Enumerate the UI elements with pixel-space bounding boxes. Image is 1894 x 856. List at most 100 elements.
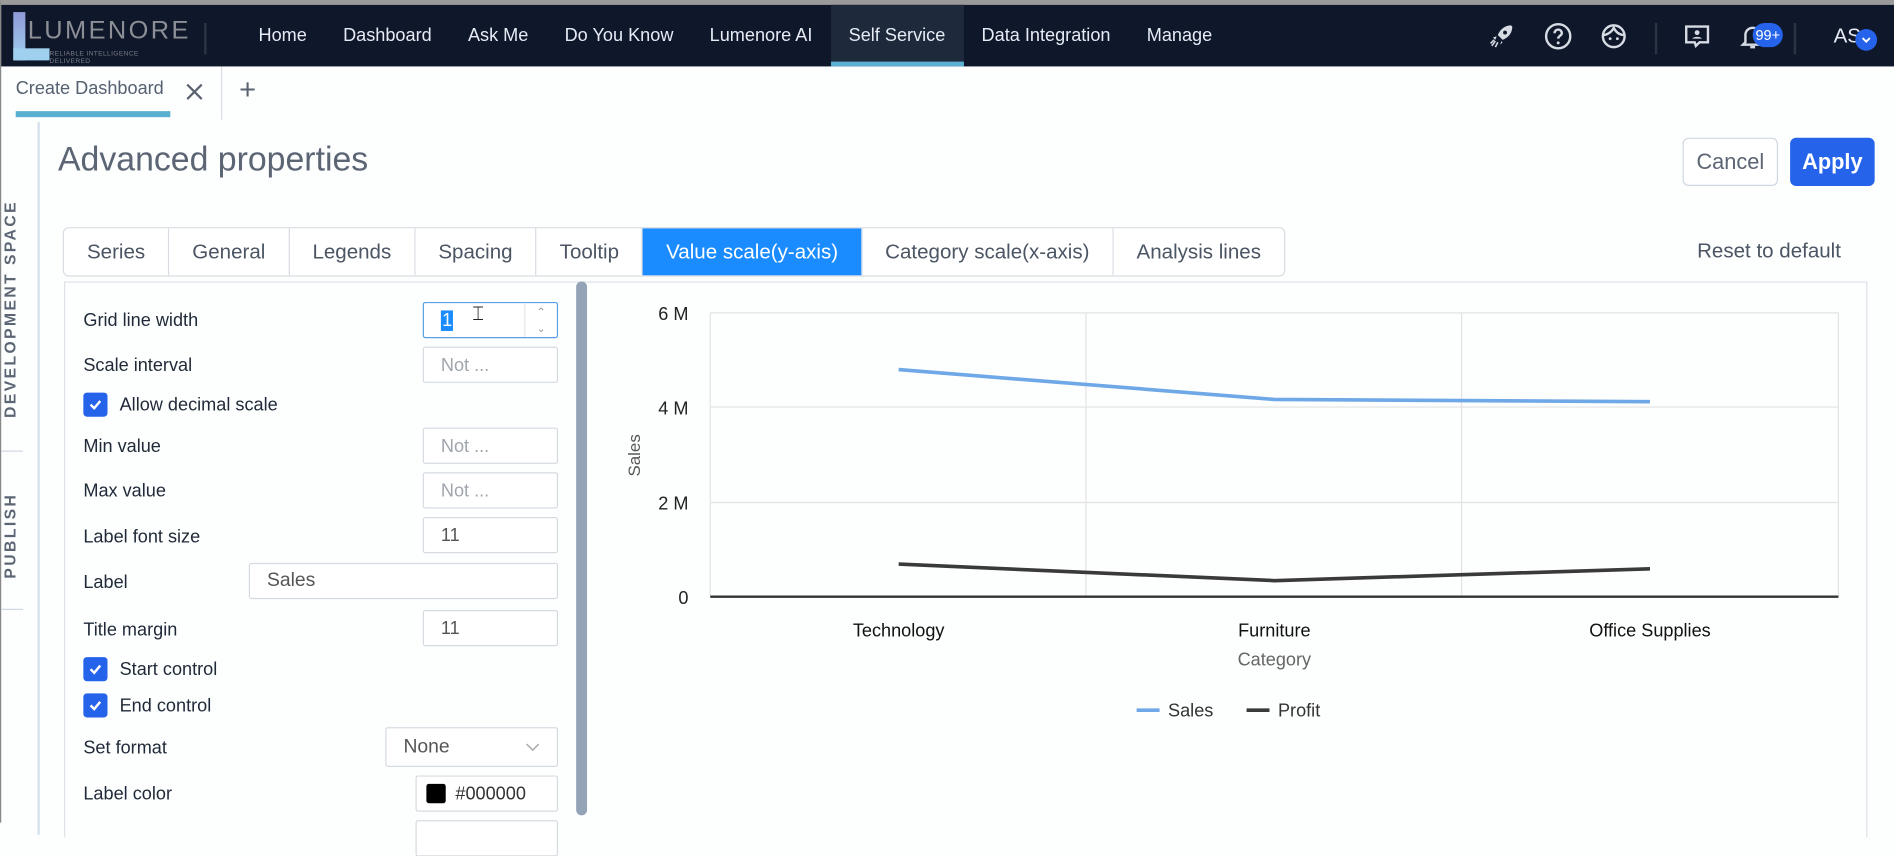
set-format-label: Set format (83, 738, 167, 759)
divider (204, 22, 207, 55)
label-input[interactable]: Sales (248, 562, 559, 600)
title-margin-input[interactable]: 11 (422, 609, 559, 647)
stepper-down-icon[interactable]: ⌄ (536, 321, 546, 334)
svg-text:0: 0 (678, 588, 688, 608)
series-line-sales[interactable] (898, 367, 1651, 404)
properties-form: Grid line width 1 ⌃ ⌄ Scale interval Not… (65, 283, 589, 856)
tab-legends[interactable]: Legends (289, 228, 416, 276)
color-swatch (426, 783, 446, 804)
rail-publish[interactable]: PUBLISH (1, 492, 20, 579)
allow-decimal-scale-checkbox[interactable] (83, 392, 108, 417)
nav-data-integration[interactable]: Data Integration (981, 25, 1111, 46)
checkmark-icon (89, 664, 102, 675)
nav-self-service[interactable]: Self Service (830, 4, 964, 67)
rail-development-space[interactable]: DEVELOPMENT SPACE (1, 200, 20, 418)
user-avatar[interactable]: AS (1833, 24, 1861, 48)
end-control-label: End control (119, 695, 212, 717)
apply-button[interactable]: Apply (1790, 137, 1875, 187)
nav-ask-me[interactable]: Ask Me (467, 25, 529, 46)
cancel-button[interactable]: Cancel (1682, 137, 1779, 187)
end-control-checkbox[interactable] (83, 693, 108, 718)
legend-sales[interactable]: Sales (1168, 700, 1213, 720)
text-cursor-icon: ⌶ (472, 304, 484, 325)
next-field-partial[interactable] (415, 820, 559, 856)
divider (1793, 22, 1797, 55)
label-font-size-label: Label font size (83, 526, 201, 548)
checkmark-icon (89, 701, 102, 711)
tab-tooltip[interactable]: Tooltip (537, 228, 644, 276)
add-tab-button[interactable]: + (239, 73, 257, 107)
grid-line-width-value: 1 (440, 309, 454, 331)
support-agent-icon[interactable] (1599, 22, 1628, 51)
tab-general[interactable]: General (169, 228, 290, 276)
set-format-value: None (403, 736, 450, 757)
x-axis-title: Category (1238, 650, 1312, 670)
label-color-label: Label color (83, 783, 172, 805)
svg-text:6 M: 6 M (658, 304, 688, 324)
properties-panel: Grid line width 1 ⌃ ⌄ Scale interval Not… (64, 281, 1868, 856)
tab-value-scale[interactable]: Value scale(y-axis) (643, 228, 863, 276)
x-axis-ticks: Technology Furniture Office Supplies (853, 621, 1711, 641)
help-icon[interactable] (1544, 22, 1573, 51)
nav-lumenore-ai[interactable]: Lumenore AI (709, 25, 813, 46)
chevron-down-icon (526, 743, 540, 752)
property-tabs: Series General Legends Spacing Tooltip V… (62, 227, 1286, 277)
max-value-input[interactable]: Not ... (422, 472, 559, 509)
user-menu-chevron-icon[interactable] (1855, 28, 1878, 51)
start-control-checkbox[interactable] (83, 657, 108, 682)
scale-interval-label: Scale interval (83, 355, 193, 376)
rocket-icon[interactable] (1487, 22, 1516, 51)
legend-profit[interactable]: Profit (1278, 700, 1320, 720)
stepper-up-icon[interactable]: ⌃ (536, 304, 546, 318)
chart-gridlines (709, 312, 1840, 597)
divider (1654, 22, 1658, 55)
logo-mark-base (13, 48, 50, 61)
label-label: Label (83, 572, 128, 594)
series-line-profit[interactable] (898, 562, 1651, 583)
svg-text:4 M: 4 M (658, 398, 688, 418)
title-margin-label: Title margin (83, 619, 178, 641)
tab-spacing[interactable]: Spacing (415, 228, 537, 276)
lumenore-logo[interactable]: LUMENORE RELIABLE INTELLIGENCE DELIVERED (13, 12, 188, 65)
top-navigation-bar: LUMENORE RELIABLE INTELLIGENCE DELIVERED… (1, 4, 1894, 67)
y-axis-title: Sales (625, 434, 644, 476)
nav-home[interactable]: Home (258, 25, 307, 46)
reset-to-default-button[interactable]: Reset to default (1697, 239, 1841, 263)
divider (221, 66, 223, 120)
properties-scrollbar[interactable] (576, 281, 588, 816)
chart-legend: Sales Profit (1136, 700, 1320, 720)
tab-category-scale[interactable]: Category scale(x-axis) (862, 228, 1114, 276)
max-value-label: Max value (83, 480, 166, 502)
svg-text:Technology: Technology (853, 621, 946, 641)
stepper-arrows[interactable]: ⌃ ⌄ (524, 303, 557, 338)
tab-create-dashboard[interactable]: Create Dashboard (15, 78, 164, 100)
label-color-picker[interactable]: #000000 (415, 775, 559, 812)
close-tab-icon[interactable] (184, 81, 206, 103)
nav-dashboard[interactable]: Dashboard (343, 25, 432, 46)
svg-text:Furniture: Furniture (1238, 621, 1310, 641)
nav-do-you-know[interactable]: Do You Know (564, 25, 674, 46)
grid-line-width-label: Grid line width (83, 310, 199, 331)
start-control-label: Start control (119, 659, 218, 681)
y-axis-ticks: 6 M 4 M 2 M 0 (658, 304, 688, 608)
min-value-input[interactable]: Not ... (422, 427, 559, 464)
page-title: Advanced properties (57, 140, 369, 178)
logo-tagline: RELIABLE INTELLIGENCE DELIVERED (49, 50, 139, 66)
line-chart: 6 M 4 M 2 M 0 Sales Technology Furniture… (625, 304, 1840, 720)
set-format-select[interactable]: None (385, 727, 559, 768)
active-tab-indicator (15, 111, 171, 118)
tab-analysis-lines[interactable]: Analysis lines (1136, 239, 1261, 263)
nav-manage[interactable]: Manage (1146, 25, 1213, 46)
notification-badge: 99+ (1752, 22, 1783, 48)
tab-series[interactable]: Series (64, 228, 170, 276)
scale-interval-input[interactable]: Not ... (422, 346, 559, 383)
main-nav: Home Dashboard Ask Me Do You Know Lumeno… (240, 4, 1230, 67)
label-color-value: #000000 (455, 783, 526, 804)
document-tab-bar: Create Dashboard + (1, 66, 1894, 120)
left-rail: DEVELOPMENT SPACE PUBLISH (1, 121, 40, 835)
divider (1, 608, 23, 610)
feedback-icon[interactable] (1683, 22, 1712, 51)
grid-line-width-stepper[interactable]: 1 ⌃ ⌄ (422, 301, 559, 339)
label-font-size-input[interactable]: 11 (422, 516, 559, 554)
